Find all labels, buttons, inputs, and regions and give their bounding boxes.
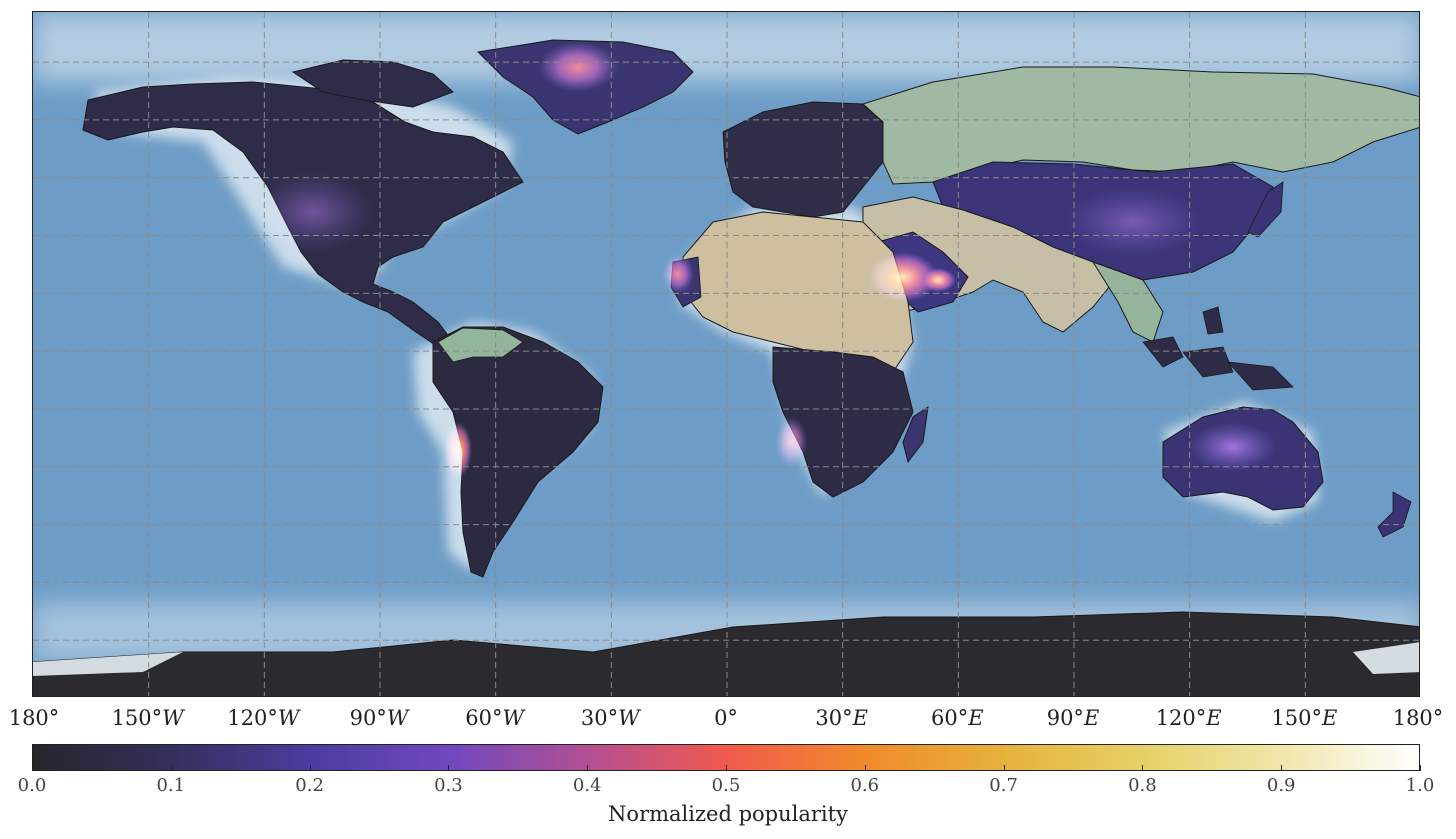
colorbar-tick-label: 0.8 [1128, 775, 1157, 796]
colorbar-tick-mark [864, 765, 866, 771]
longitude-degree: 120° [1155, 706, 1207, 730]
arctic-islands [291, 59, 454, 108]
colorbar-tick-label: 0.9 [1266, 775, 1296, 796]
longitude-label: 60°E [931, 706, 984, 730]
colorbar-tick-label: 0.5 [711, 775, 741, 796]
hotspot-namibia [775, 417, 807, 467]
colombia-venezuela [437, 327, 524, 363]
colorbar-tick-label: 0.2 [295, 775, 324, 796]
indonesia [1142, 306, 1294, 391]
longitude-degree: 150° [111, 706, 163, 730]
longitude-direction: W [502, 706, 525, 730]
hotspot-china [1063, 187, 1203, 257]
longitude-label: 0° [714, 706, 738, 730]
hotspot-western-sahara [662, 254, 694, 294]
colorbar-tick-label: 1.0 [1405, 775, 1435, 796]
colorbar-label: Normalized popularity [608, 802, 848, 826]
colorbar-tick-mark [309, 765, 311, 771]
longitude-degree: 180° [1392, 706, 1444, 730]
longitude-degree: 60° [465, 706, 503, 730]
hotspot-australia [1188, 422, 1278, 472]
longitude-direction: E [1321, 706, 1338, 730]
colorbar-tick-mark [1003, 765, 1005, 771]
longitude-label: 150°W [112, 706, 184, 730]
colorbar-tick-mark [1420, 765, 1421, 771]
colorbar-tick-mark [32, 765, 33, 771]
longitude-label: 120°E [1156, 706, 1222, 730]
longitude-degree: 30° [580, 706, 619, 730]
north-africa [682, 211, 914, 373]
longitude-degree: 120° [227, 706, 278, 730]
colorbar-tick-label: 0.4 [572, 775, 602, 796]
colorbar-tick-mark [170, 765, 172, 771]
world-map [32, 11, 1420, 697]
longitude-label: 180° [9, 706, 60, 730]
europe [722, 101, 884, 218]
colorbar-tick-mark [726, 765, 727, 771]
longitude-degree: 180° [8, 706, 60, 730]
longitude-label: 30°E [815, 706, 868, 730]
longitude-label: 30°W [581, 706, 640, 730]
colorbar-tick-mark [448, 765, 450, 771]
colorbar-tick-label: 0.1 [156, 775, 186, 796]
longitude-degree: 0° [714, 706, 738, 730]
japan [1247, 181, 1284, 238]
longitude-direction: E [1083, 706, 1100, 730]
longitude-degree: 60° [931, 706, 969, 730]
longitude-direction: W [277, 706, 300, 730]
longitude-label: 60°W [465, 706, 524, 730]
colorbar-tick-mark [1142, 765, 1144, 771]
longitude-direction: E [968, 706, 984, 730]
longitude-label: 180° [1393, 706, 1444, 730]
colorbar-tick-mark [587, 765, 589, 771]
map-canvas [33, 12, 1419, 696]
hotspot-oman [920, 268, 956, 292]
colorbar-tick-label: 0.6 [850, 775, 880, 796]
graticule [33, 12, 1419, 696]
longitude-label: 90°E [1047, 706, 1100, 730]
longitude-degree: 90° [1046, 706, 1084, 730]
longitude-direction: W [386, 706, 409, 730]
hotspot-greenland [538, 42, 618, 92]
longitude-label: 120°W [227, 706, 299, 730]
new-zealand [1377, 491, 1412, 538]
hotspot-atacama [444, 422, 472, 478]
longitude-degree: 150° [1271, 706, 1322, 730]
hotspot-arabia [868, 252, 938, 302]
longitude-degree: 90° [349, 706, 387, 730]
longitude-direction: W [618, 706, 640, 730]
hotspot-north-america [253, 172, 373, 252]
longitude-label: 150°E [1271, 706, 1337, 730]
colorbar-tick-label: 0.0 [17, 775, 47, 796]
colorbar-tick-label: 0.7 [989, 775, 1018, 796]
colorbar-tick-mark [1281, 765, 1283, 771]
colorbar-tick-label: 0.3 [434, 775, 463, 796]
russia [862, 66, 1419, 185]
longitude-label: 90°W [350, 706, 409, 730]
longitude-direction: W [162, 706, 184, 730]
longitude-degree: 30° [815, 706, 853, 730]
longitude-direction: E [852, 706, 868, 730]
longitude-direction: E [1206, 706, 1222, 730]
heat-overlays [253, 42, 1278, 478]
